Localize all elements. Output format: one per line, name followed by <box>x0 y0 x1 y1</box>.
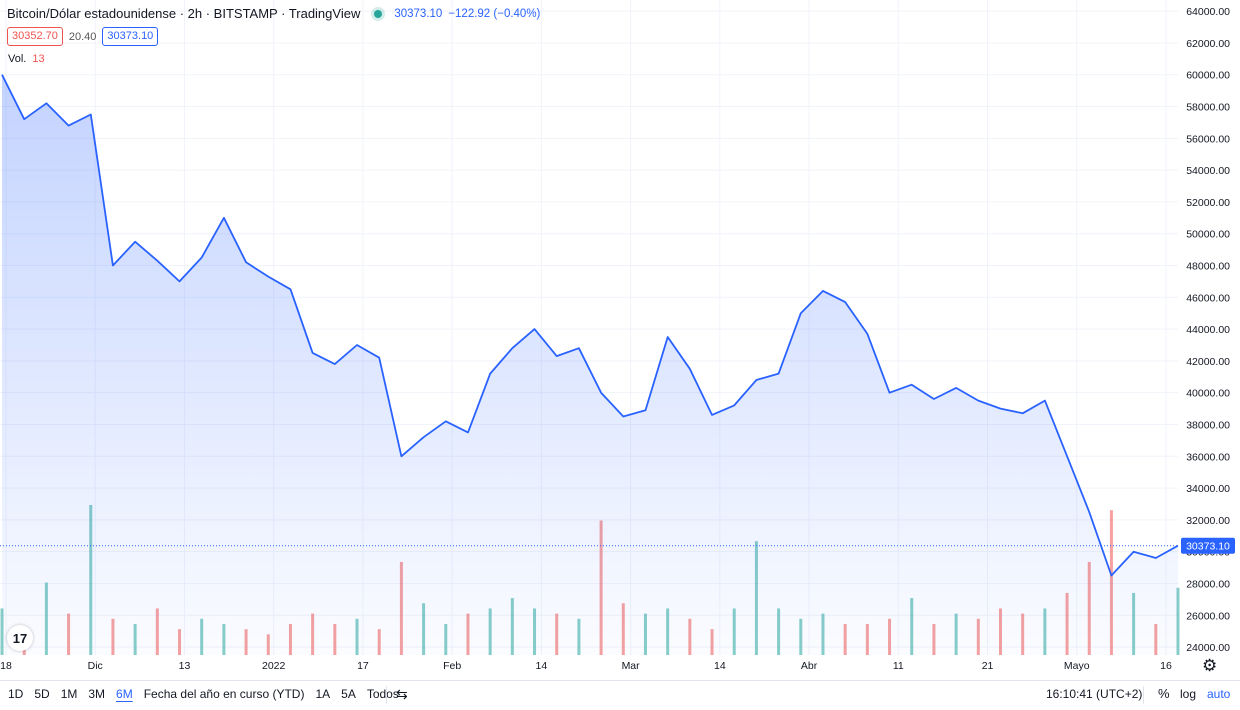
chart-legend: Bitcoin/Dólar estadounidense · 2h · BITS… <box>7 6 546 21</box>
x-tick-label: Abr <box>801 660 818 672</box>
price-area-fill <box>2 74 1178 655</box>
range-button[interactable]: Todos <box>366 687 399 701</box>
range-button[interactable]: 6M <box>116 687 133 701</box>
percent-toggle[interactable]: % <box>1158 686 1170 701</box>
x-tick-label: Mar <box>622 660 641 672</box>
y-tick-label: 26000.00 <box>1186 610 1230 622</box>
y-tick-label: 50000.00 <box>1186 229 1230 241</box>
price-series-line <box>1 74 1179 577</box>
last-price-marker: 30373.10 <box>0 537 1235 554</box>
clock[interactable]: 16:10:41 (UTC+2) <box>1046 687 1143 701</box>
y-tick-label: 56000.00 <box>1186 133 1230 145</box>
log-toggle[interactable]: log <box>1180 687 1197 701</box>
x-tick-label: Feb <box>443 660 461 672</box>
last-price-badge <box>1181 537 1235 554</box>
y-tick-label: 28000.00 <box>1186 578 1230 590</box>
x-axis[interactable]: 18 Dic 13 2022 17 Feb 14 Mar 14 Abr 11 21 Mayo 16 <box>0 660 1172 672</box>
x-tick-label: 18 <box>0 660 12 672</box>
market-status-icon <box>374 9 383 18</box>
gear-icon[interactable]: ⚙ <box>1202 656 1218 675</box>
x-tick-label: 11 <box>893 660 904 672</box>
spread: 20.40 <box>68 30 97 43</box>
volume-label: Vol. <box>8 53 27 65</box>
x-tick-label: 16 <box>1160 660 1172 672</box>
y-tick-label: 40000.00 <box>1186 388 1230 400</box>
volume-legend: Vol. 13 <box>8 53 45 65</box>
y-tick-label: 42000.00 <box>1186 356 1230 368</box>
y-tick-label: 36000.00 <box>1186 451 1230 463</box>
y-tick-label: 60000.00 <box>1186 70 1230 82</box>
ask-price[interactable]: 30373.10 <box>102 27 159 46</box>
range-button[interactable]: 5D <box>34 687 50 701</box>
y-tick-label: 32000.00 <box>1186 515 1230 527</box>
range-button[interactable]: 5A <box>341 687 356 701</box>
symbol-title[interactable]: Bitcoin/Dólar estadounidense · 2h · BITS… <box>7 6 361 21</box>
divider <box>386 686 387 704</box>
auto-toggle[interactable]: auto <box>1207 687 1231 701</box>
y-tick-label: 64000.00 <box>1186 6 1230 18</box>
y-tick-label: 38000.00 <box>1186 419 1230 431</box>
chart-area[interactable]: 64000.00 62000.00 60000.00 58000.00 56000.00… <box>0 0 1240 680</box>
y-tick-label: 58000.00 <box>1186 102 1230 114</box>
y-tick-label: 54000.00 <box>1186 165 1230 177</box>
x-tick-label: Mayo <box>1064 660 1090 672</box>
last-price-label: 30373.10 <box>1186 541 1230 553</box>
range-button[interactable]: 3M <box>88 687 106 701</box>
x-tick-label: 21 <box>982 660 994 672</box>
last-price: 30373.10 <box>394 7 443 20</box>
bid-price[interactable]: 30352.70 <box>7 27 63 46</box>
price-chart[interactable]: 64000.00 62000.00 60000.00 58000.00 56000.00… <box>0 0 1240 680</box>
y-tick-label: 62000.00 <box>1186 38 1230 50</box>
price-area <box>2 74 1178 655</box>
x-tick-label: 14 <box>536 660 548 672</box>
y-tick-label: 48000.00 <box>1186 260 1230 272</box>
range-button[interactable]: 1A <box>315 687 331 701</box>
y-tick-label: 24000.00 <box>1186 642 1230 654</box>
price-change: −122.92 (−0.40%) <box>448 7 541 20</box>
bid-ask: 30352.70 20.40 30373.10 <box>7 27 159 46</box>
range-selector: 1D 5D 1M 3M 6M Fecha del año en curso (YTD) 1A… <box>8 687 410 701</box>
x-tick-label: 14 <box>714 660 726 672</box>
volume-value: 13 <box>32 53 45 65</box>
x-tick-label: 13 <box>179 660 191 672</box>
y-tick-label: 44000.00 <box>1186 324 1230 336</box>
price-line <box>1 74 1179 577</box>
y-tick-label: 34000.00 <box>1186 483 1230 495</box>
range-button[interactable]: Fecha del año en curso (YTD) <box>143 687 305 701</box>
compare-icon[interactable]: ⇆ <box>396 686 408 702</box>
range-button[interactable]: 1D <box>8 687 24 701</box>
y-tick-label: 46000.00 <box>1186 292 1230 304</box>
tradingview-logo-icon[interactable]: 17 <box>7 625 33 651</box>
x-tick-label: 2022 <box>262 660 286 672</box>
y-axis[interactable]: 64000.00 62000.00 60000.00 58000.00 56000.00… <box>1186 6 1230 654</box>
y-tick-label: 52000.00 <box>1186 197 1230 209</box>
range-button[interactable]: 1M <box>60 687 78 701</box>
divider <box>1143 686 1144 704</box>
x-tick-label: 17 <box>357 660 369 672</box>
bottom-toolbar: 1D 5D 1M 3M 6M Fecha del año en curso (YTD) 1A… <box>0 680 1240 710</box>
x-tick-label: Dic <box>88 660 103 672</box>
